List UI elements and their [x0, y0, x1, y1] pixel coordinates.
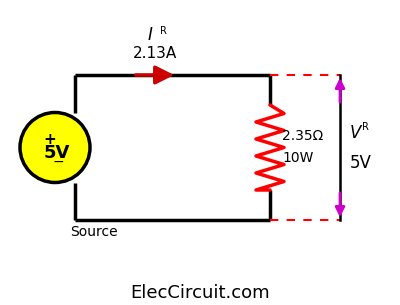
Text: ElecCircuit.com: ElecCircuit.com	[130, 284, 270, 302]
Text: 5V: 5V	[44, 143, 70, 162]
Text: 5V: 5V	[350, 153, 372, 171]
Text: 2.13A: 2.13A	[133, 45, 177, 60]
Text: 10W: 10W	[282, 150, 313, 164]
Text: R: R	[362, 123, 369, 132]
Text: 2.35Ω: 2.35Ω	[282, 128, 323, 142]
Text: R: R	[160, 26, 167, 36]
Text: Source: Source	[70, 225, 118, 239]
Text: V: V	[350, 124, 361, 142]
Circle shape	[20, 113, 90, 182]
Text: −: −	[52, 155, 64, 168]
Text: +: +	[44, 132, 56, 147]
Text: I: I	[148, 26, 152, 44]
